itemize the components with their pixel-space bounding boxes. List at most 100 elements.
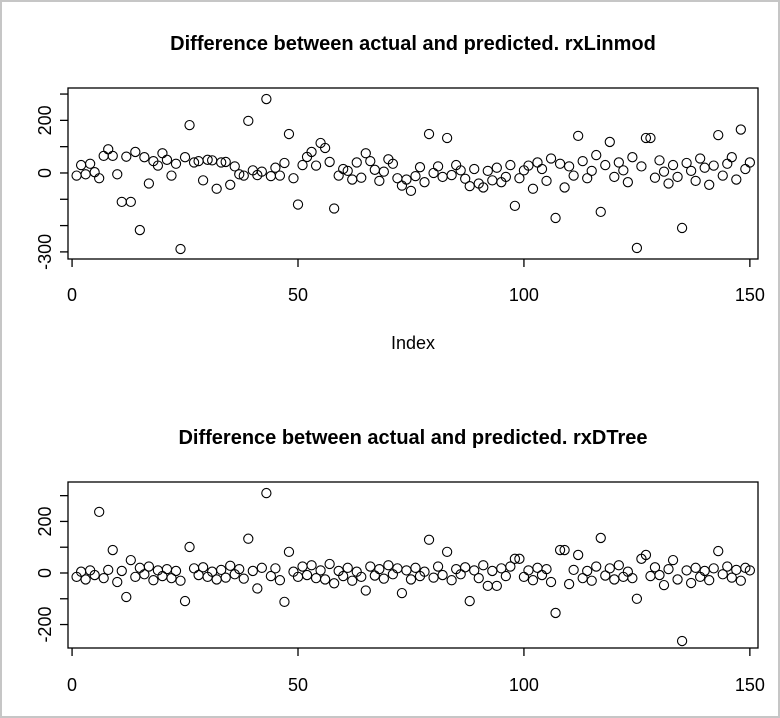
data-point <box>735 124 746 135</box>
data-point <box>152 160 164 171</box>
data-point <box>112 576 123 588</box>
data-point <box>71 170 82 181</box>
data-point <box>550 607 561 619</box>
x-tick-label: 50 <box>288 675 308 695</box>
data-point <box>423 128 435 140</box>
data-point <box>347 174 358 185</box>
data-point <box>265 170 277 182</box>
data-point <box>234 169 245 180</box>
data-point <box>591 561 602 572</box>
data-point <box>310 160 322 171</box>
data-point <box>726 152 737 163</box>
data-point <box>545 576 557 588</box>
data-point <box>645 132 656 144</box>
data-point <box>455 165 466 176</box>
chart-title-rxlinmod: Difference between actual and predicted.… <box>170 33 656 55</box>
data-point <box>586 575 597 586</box>
data-point <box>270 563 281 574</box>
data-point <box>482 165 493 177</box>
data-point <box>663 563 674 575</box>
data-point <box>157 148 168 159</box>
data-point <box>220 572 231 583</box>
data-point <box>663 178 674 189</box>
data-point <box>270 162 281 173</box>
y-tick-label: -200 <box>35 607 55 643</box>
data-point <box>559 182 570 193</box>
data-point <box>446 169 457 181</box>
data-point <box>130 571 141 583</box>
data-point <box>261 487 272 499</box>
data-point <box>414 162 426 173</box>
data-point <box>238 170 249 181</box>
data-point <box>685 577 697 589</box>
data-point <box>134 224 145 236</box>
data-point <box>301 569 313 581</box>
data-point <box>315 565 326 576</box>
data-point <box>672 171 683 183</box>
data-point <box>396 587 408 599</box>
data-point <box>401 174 412 185</box>
data-point <box>396 180 408 191</box>
data-point <box>681 565 692 576</box>
data-point <box>604 136 615 148</box>
data-point <box>387 158 399 169</box>
data-point <box>722 158 733 169</box>
data-point <box>744 157 756 168</box>
data-point <box>636 161 647 172</box>
data-point <box>229 161 240 172</box>
data-point <box>582 173 593 184</box>
data-point <box>478 560 489 571</box>
data-point <box>392 563 403 574</box>
data-point <box>554 158 566 169</box>
data-point <box>649 562 661 573</box>
data-point <box>464 595 475 607</box>
data-point <box>582 565 593 577</box>
data-point <box>708 160 719 171</box>
data-point <box>695 153 706 164</box>
data-point <box>107 544 118 556</box>
data-point <box>225 179 236 190</box>
data-point <box>613 157 624 168</box>
data-point <box>103 564 114 576</box>
data-point <box>640 549 652 561</box>
x-tick-label: 150 <box>735 285 765 305</box>
data-point <box>225 560 236 571</box>
data-point <box>188 157 200 168</box>
data-point <box>360 585 371 596</box>
data-point <box>432 161 444 172</box>
data-point <box>627 572 638 584</box>
data-point <box>247 565 258 577</box>
data-point <box>243 115 254 127</box>
data-point <box>324 558 335 570</box>
data-point <box>654 569 665 581</box>
y-tick-label: 200 <box>35 105 55 135</box>
data-point <box>708 563 719 574</box>
x-axis-label-index: Index <box>390 333 436 353</box>
data-point <box>84 158 96 169</box>
data-point <box>410 562 421 573</box>
data-point <box>527 575 539 586</box>
data-point <box>338 163 349 175</box>
data-point <box>717 569 728 580</box>
data-point <box>672 574 683 585</box>
data-point <box>735 575 746 586</box>
data-point <box>654 155 665 166</box>
data-point <box>469 565 480 576</box>
data-point <box>405 574 417 585</box>
data-point <box>419 177 430 188</box>
data-point <box>216 157 227 168</box>
data-point <box>170 565 182 577</box>
data-point <box>121 151 132 162</box>
chart-title-rxdtree: Difference between actual and predicted.… <box>178 427 648 449</box>
data-point <box>211 574 222 585</box>
data-point <box>166 170 177 181</box>
data-point <box>297 159 308 171</box>
data-point <box>261 93 272 105</box>
data-point <box>699 162 710 173</box>
data-point <box>505 159 516 171</box>
data-point <box>600 159 611 171</box>
data-point <box>509 200 521 212</box>
data-point <box>573 130 584 142</box>
data-point <box>563 161 575 172</box>
